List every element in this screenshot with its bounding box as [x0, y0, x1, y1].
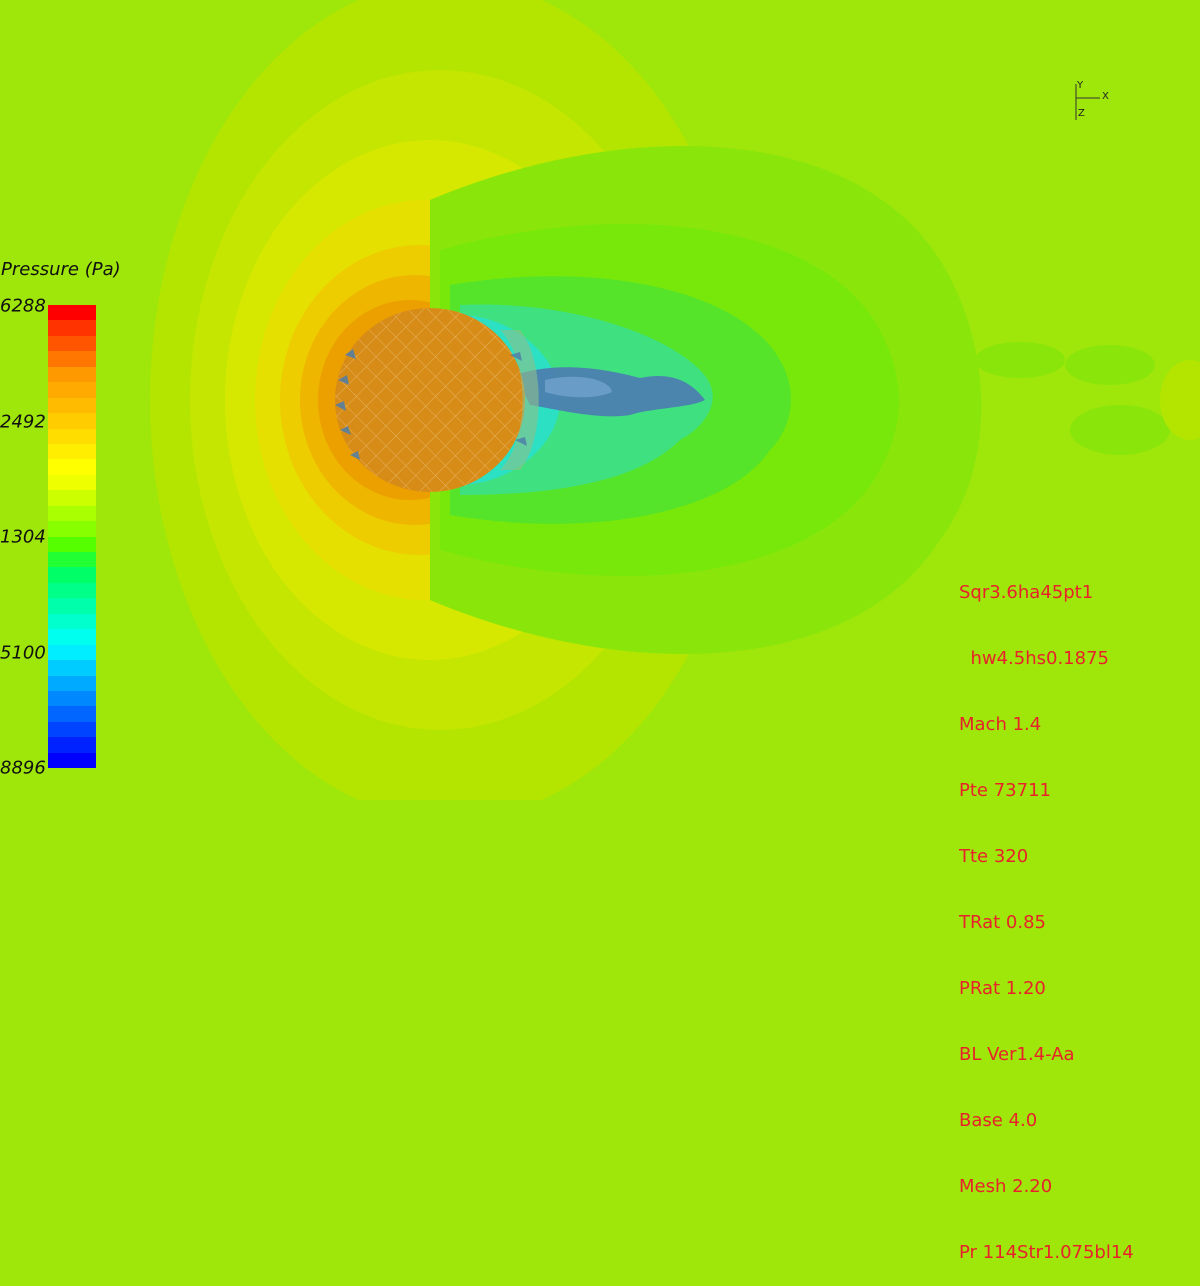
body-trailing-edge: [500, 330, 539, 470]
color-band-16: [48, 552, 96, 568]
param-line: Tte 320: [959, 846, 1029, 867]
legend-tick-4: 8896: [0, 757, 46, 779]
param-line: Pte 73711: [959, 780, 1051, 801]
ripple-2: [1065, 345, 1155, 385]
param-line: Mach 1.4: [959, 714, 1042, 735]
color-band-21: [48, 629, 96, 645]
color-band-28: [48, 737, 96, 753]
color-band-24: [48, 675, 96, 691]
x-axis-label: X: [1102, 91, 1109, 102]
color-band-15: [48, 536, 96, 552]
body-leading-fragments: [335, 349, 527, 460]
color-band-11: [48, 474, 96, 491]
param-line: Pr 114Str1.075bl14: [959, 1242, 1134, 1263]
color-band-2: [48, 335, 96, 352]
legend-tick-3: 5100: [0, 642, 46, 664]
color-band-6: [48, 397, 96, 414]
param-line: Base 4.0: [959, 1110, 1038, 1131]
color-band-18: [48, 582, 96, 599]
color-band-4: [48, 366, 96, 383]
ripple-1: [975, 342, 1065, 378]
color-band-8: [48, 428, 96, 444]
color-band-1: [48, 320, 96, 336]
legend-tick-1: 2492: [0, 411, 46, 433]
color-band-0: [48, 305, 96, 321]
color-band-3: [48, 351, 96, 367]
ripple-3: [1070, 405, 1170, 455]
param-line: PRat 1.20: [959, 978, 1046, 999]
color-band-22: [48, 644, 96, 661]
color-band-5: [48, 382, 96, 398]
color-band-9: [48, 443, 96, 460]
color-band-26: [48, 706, 96, 722]
color-band-27: [48, 721, 96, 738]
simulation-parameters: Sqr3.6ha45pt1 hw4.5hs0.1875 Mach 1.4 Pte…: [959, 538, 1134, 1286]
color-scale-bar: [48, 305, 96, 769]
color-band-29: [48, 752, 96, 769]
y-axis-label: Y: [1076, 80, 1084, 91]
param-line: TRat 0.85: [959, 912, 1046, 933]
pressure-contour-view[interactable]: [0, 0, 1200, 800]
color-band-20: [48, 613, 96, 630]
legend-title: Pressure (Pa): [1, 259, 121, 280]
body-mesh: [335, 308, 525, 492]
ripple-4: [1160, 360, 1200, 440]
z-axis-label: Z: [1078, 108, 1085, 119]
color-band-23: [48, 660, 96, 676]
color-band-7: [48, 413, 96, 429]
color-band-14: [48, 521, 96, 537]
param-line: BL Ver1.4-Aa: [959, 1044, 1075, 1065]
color-band-19: [48, 598, 96, 614]
param-line: Sqr3.6ha45pt1: [959, 582, 1094, 603]
legend-tick-2: 1304: [0, 526, 46, 548]
param-line: hw4.5hs0.1875: [959, 648, 1109, 669]
param-line: Mesh 2.20: [959, 1176, 1053, 1197]
vortex-highlight: [545, 376, 612, 398]
legend-tick-0: 6288: [0, 295, 46, 317]
color-band-10: [48, 459, 96, 475]
color-band-25: [48, 690, 96, 707]
axes-triad-icon[interactable]: X Y Z: [1064, 76, 1110, 126]
color-band-17: [48, 567, 96, 583]
color-band-13: [48, 505, 96, 522]
color-band-12: [48, 490, 96, 506]
